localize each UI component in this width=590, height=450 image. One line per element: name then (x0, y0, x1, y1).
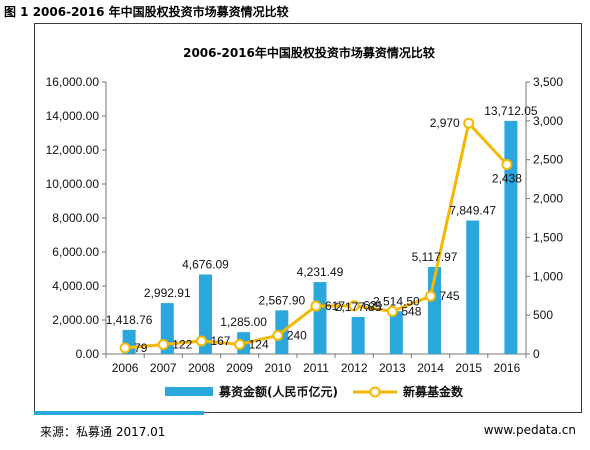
labels-layer: 1,418.76 2,992.91 4,676.09 1,285.00 2,567.90… (106, 104, 538, 355)
line-value-label: 2,970 (430, 116, 460, 130)
line-point-2007 (157, 339, 169, 351)
y-right-tick-label: 500 (533, 308, 553, 322)
line-value-label: 167 (210, 334, 230, 348)
bar-value-label: 2,177.85 (335, 300, 382, 314)
line-point-2015 (463, 117, 475, 129)
accent-bar (34, 411, 204, 415)
x-tick-label: 2008 (188, 361, 215, 375)
line-point-2014 (425, 290, 437, 302)
y-left-tick-label: 4,000.00 (52, 279, 99, 293)
line-point-2013 (386, 305, 398, 317)
bars-layer (122, 120, 518, 355)
line-value-label: 122 (172, 338, 192, 352)
bar-value-label: 13,712.05 (484, 104, 538, 118)
figure-title: 图 1 2006-2016 年中国股权投资市场募资情况比较 (4, 5, 289, 19)
x-tick-label: 2015 (455, 361, 482, 375)
line-value-label: 617 (325, 299, 345, 313)
bar-2008 (198, 274, 212, 354)
legend: 募资金额(人民币亿元) 新募基金数 (165, 384, 464, 399)
chart-frame: 2006-2016年中国股权投资市场募资情况比较 0.00 2,000.00 4,0… (34, 23, 582, 413)
x-tick-label: 2007 (150, 361, 177, 375)
bar-value-label: 1,418.76 (106, 313, 153, 327)
line-point-2012 (348, 300, 360, 312)
x-tick-label: 2010 (264, 361, 291, 375)
x-tick-label: 2012 (341, 361, 368, 375)
line-point-2016 (501, 159, 513, 171)
y-left-tick-label: 16,000.00 (46, 75, 100, 89)
y-left-tick-label: 12,000.00 (46, 143, 100, 157)
y-left-tick-label: 0.00 (76, 347, 100, 361)
bar-value-label: 7,849.47 (449, 204, 496, 218)
legend-line-marker (369, 386, 381, 398)
x-tick-label: 2014 (417, 361, 444, 375)
y-right-tick-label: 3,500 (533, 75, 563, 89)
line-value-label: 240 (287, 328, 307, 342)
axes-layer: 0.00 2,000.00 4,000.00 6,000.00 8,000.00 10,0… (46, 75, 564, 375)
y-left-tick-label: 6,000.00 (52, 245, 99, 259)
source-note: 来源：私募通 2017.01 (40, 425, 166, 439)
legend-bar-label: 募资金额(人民币亿元) (218, 384, 338, 399)
y-right-tick-label: 1,000 (533, 269, 563, 283)
bar-2013 (389, 311, 403, 354)
bar-2011 (313, 282, 327, 354)
chart-title: 2006-2016年中国股权投资市场募资情况比较 (183, 46, 435, 60)
x-tick-label: 2016 (494, 361, 521, 375)
y-left-tick-label: 14,000.00 (46, 109, 100, 123)
y-right-tick-label: 1,500 (533, 230, 563, 244)
line-point-2011 (310, 300, 322, 312)
x-tick-label: 2011 (303, 361, 329, 375)
x-tick-label: 2006 (112, 361, 139, 375)
line-value-label: 79 (134, 341, 148, 355)
line-value-label: 548 (401, 304, 421, 318)
bar-2015 (466, 220, 480, 354)
line-value-label: 621 (363, 299, 383, 313)
line-value-label: 745 (440, 289, 460, 303)
line-layer (119, 117, 513, 354)
line-point-2009 (234, 338, 246, 350)
bar-value-label: 1,285.00 (220, 315, 267, 329)
line-point-2006 (119, 342, 131, 354)
x-tick-label: 2009 (226, 361, 253, 375)
y-right-tick-label: 3,000 (533, 114, 563, 128)
bar-value-label: 5,117.97 (412, 250, 458, 264)
line-point-2008 (195, 335, 207, 347)
legend-bar-swatch (165, 387, 213, 396)
y-left-tick-label: 2,000.00 (52, 313, 99, 327)
y-right-tick-label: 0 (533, 347, 540, 361)
bar-value-label: 2,992.91 (144, 286, 191, 300)
website-link[interactable]: www.pedata.cn (483, 423, 576, 437)
line-value-label: 2,438 (492, 172, 522, 186)
bar-value-label: 4,676.09 (182, 258, 229, 272)
y-left-tick-label: 10,000.00 (46, 177, 100, 191)
legend-line-label: 新募基金数 (403, 384, 464, 399)
bar-value-label: 4,231.49 (297, 265, 344, 279)
chart-svg: 0.00 2,000.00 4,000.00 6,000.00 8,000.00 10,0… (46, 75, 564, 399)
bar-2012 (351, 316, 365, 354)
line-value-label: 124 (249, 337, 269, 351)
bar-value-label: 2,567.90 (258, 293, 305, 307)
x-tick-label: 2013 (379, 361, 406, 375)
y-right-tick-label: 2,000 (533, 192, 563, 206)
line-point-2010 (272, 329, 284, 341)
bar-2016 (504, 120, 518, 355)
y-left-tick-label: 8,000.00 (52, 211, 99, 225)
y-right-tick-label: 2,500 (533, 153, 563, 167)
bar-value-label: 2,514.50 (373, 294, 420, 308)
